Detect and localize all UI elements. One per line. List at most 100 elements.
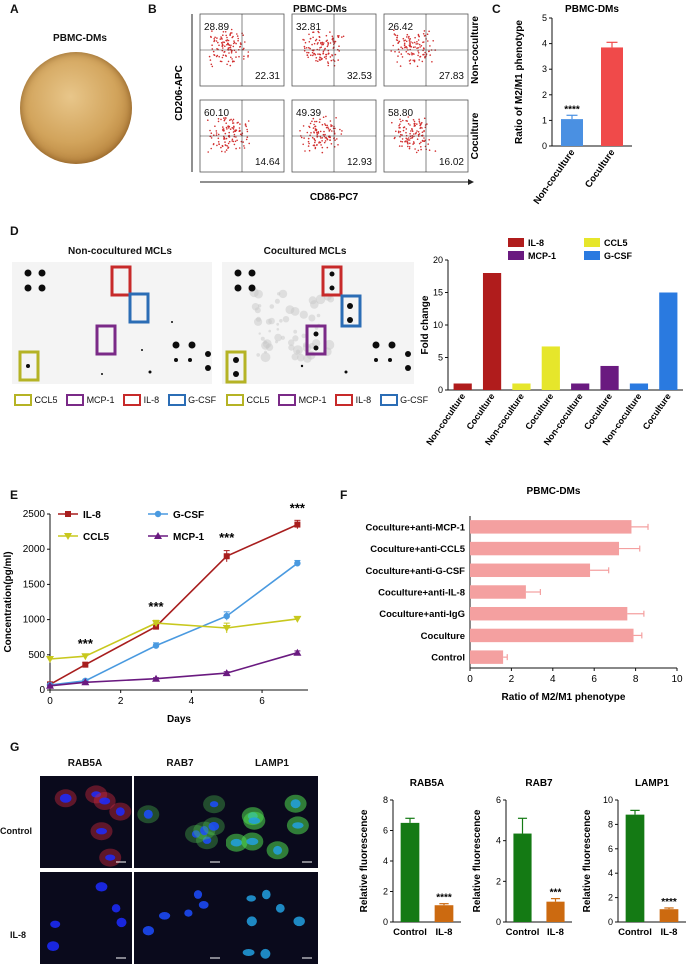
flow-event-dot [401,145,403,147]
flow-event-dot [424,34,426,37]
flow-event-dot [303,45,306,48]
flow-event-dot [318,36,321,38]
flow-event-dot [337,36,340,38]
significance-label: *** [290,501,306,516]
flow-event-dot [409,124,411,126]
y-tick-label: Coculture+anti-CCL5 [370,544,465,555]
data-point [222,625,231,633]
flow-event-dot [406,36,408,38]
x-tick-label: 0 [47,696,53,707]
flow-event-dot [419,46,421,48]
flow-event-dot [404,39,406,41]
flow-event-dot [324,137,327,139]
flow-event-dot [413,124,416,126]
flow-event-dot [231,58,233,60]
flow-event-dot [322,52,325,54]
flow-event-dot [416,47,418,49]
quadrant-ul-value: 60.10 [204,108,229,119]
x-tick-label: Coculture [464,391,496,431]
blot-smudge [276,322,280,326]
flow-event-dot [319,59,321,61]
flow-event-dot [314,139,316,142]
significance-label: *** [148,599,164,614]
flow-event-dot [431,61,433,63]
flow-event-dot [246,136,249,138]
cell-nucleus [293,916,305,927]
blot-spot [248,269,256,277]
flow-event-dot [316,43,319,45]
flow-event-dot [313,144,316,147]
flow-event-dot [320,42,322,45]
micrograph-image [47,882,127,959]
flow-event-dot [417,149,420,152]
flow-event-dot [223,117,225,119]
x-tick-label: Control [618,927,652,938]
blot-smudge [258,332,261,335]
flow-event-dot [245,138,248,141]
y-tick-label: 15 [433,288,443,298]
flow-event-dot [405,50,408,53]
flow-event-dot [397,42,399,44]
flow-event-dot [341,36,343,38]
flow-event-dot [243,55,245,58]
flow-event-dot [392,44,394,47]
flow-event-dot [315,59,317,62]
blot-smudge [256,353,260,357]
flow-event-dot [327,126,329,129]
flow-event-dot [235,42,237,45]
flow-event-dot [300,136,303,139]
flow-event-dot [407,123,410,125]
flow-event-dot [408,53,411,56]
flow-event-dot [218,55,220,58]
flow-event-dot [317,30,319,33]
flow-event-dot [399,131,402,133]
quadrant-ul-value: 28.89 [204,22,229,33]
flow-event-dot [321,44,323,46]
y-tick-label: 2 [383,887,388,897]
flow-event-dot [308,46,310,49]
x-tick-label: Non-coculture [424,391,467,447]
y-axis-label: Fold change [420,295,431,354]
flow-event-dot [396,34,399,37]
flow-event-dot [243,58,245,60]
flow-event-dot [411,128,413,130]
flow-event-dot [312,117,315,120]
blot-box-ccl5 [18,350,40,382]
data-point [81,653,90,661]
flow-event-dot [398,51,400,53]
flow-event-dot [307,140,310,143]
flow-event-dot [405,40,408,43]
cell-nucleus [191,830,201,838]
flow-event-dot [413,41,416,44]
flow-event-dot [238,127,241,129]
flow-event-dot [312,36,314,39]
flow-event-dot [414,148,416,150]
flow-event-dot [219,38,222,40]
flow-event-dot [302,125,305,127]
data-point [294,521,301,528]
flow-event-dot [320,41,322,44]
flow-event-dot [309,47,311,50]
flow-event-dot [419,55,422,58]
flow-event-dot [325,55,327,58]
chart-g-rab5a: RAB5A 0 2 4 6 8 Relative fluorescence Control **… [359,778,461,938]
flow-event-dot [229,64,232,67]
flow-event-dot [214,125,216,127]
x-tick-label: 0 [467,674,473,685]
flow-event-dot [342,35,345,38]
flow-event-dot [215,132,218,134]
flow-event-dot [225,55,227,57]
flow-event-dot [336,35,339,37]
flow-event-dot [405,131,407,134]
legend-ccl5-swatch [226,394,244,406]
micrograph [40,776,132,868]
flow-event-dot [416,130,418,132]
flow-event-dot [398,124,400,127]
flow-event-dot [420,148,422,151]
flow-event-dot [226,40,228,42]
cell-nucleus [143,809,153,819]
blot-smudge [310,300,319,309]
quadrant-ul-value: 32.81 [296,22,321,33]
legend-il8-label: IL-8 [355,395,372,405]
flow-event-dot [215,55,218,58]
